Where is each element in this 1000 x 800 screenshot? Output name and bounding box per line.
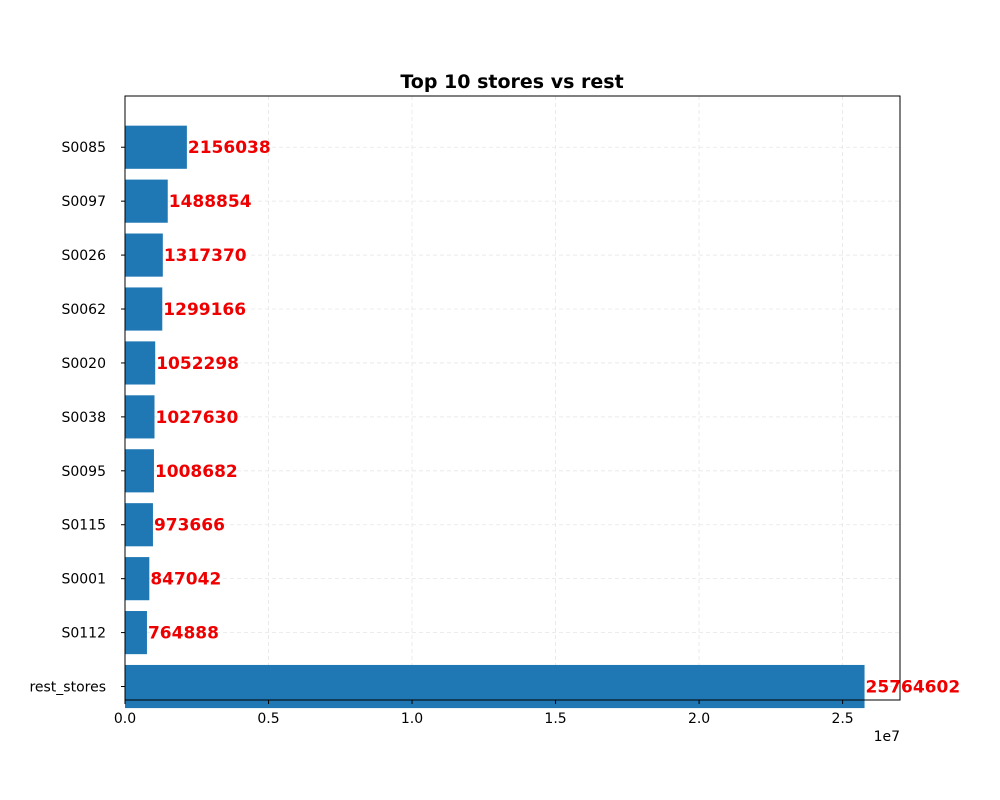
- y-tick-label: S0038: [61, 410, 106, 426]
- data-label: 1317370: [164, 246, 247, 266]
- data-label: 1052298: [156, 354, 239, 374]
- y-tick-label: rest_stores: [29, 680, 106, 696]
- x-tick-label: 0.0: [114, 711, 136, 727]
- y-tick-label: S0020: [61, 356, 106, 372]
- axes: S0085 S0097 S0026 S0062 S0020 S0038 S0095 S0115…: [29, 95, 901, 727]
- x-tick-label: 1.5: [544, 711, 566, 727]
- x-tick-label: 0.5: [257, 711, 279, 727]
- data-label: 973666: [154, 516, 225, 536]
- grid-lines: [124, 96, 900, 700]
- bar-S0062: [125, 287, 163, 331]
- y-tick-label: S0001: [61, 572, 106, 588]
- bar-S0020: [125, 341, 156, 385]
- data-label: 847042: [150, 570, 221, 590]
- y-tick-label: S0115: [61, 518, 106, 534]
- y-tick-label: S0112: [61, 626, 106, 642]
- x-tick-label: 2.5: [831, 711, 853, 727]
- data-label: 1008682: [155, 462, 238, 482]
- data-label: 25764602: [866, 678, 961, 698]
- data-label: 2156038: [188, 138, 271, 158]
- bar-S0115: [125, 503, 153, 547]
- y-tick-label: S0095: [61, 464, 106, 480]
- plot-frame: [124, 95, 901, 701]
- bar-S0001: [125, 557, 150, 601]
- bars: [125, 125, 865, 709]
- bar-S0085: [125, 125, 187, 169]
- x-tick-label: 2.0: [688, 711, 710, 727]
- data-label: 1299166: [163, 300, 246, 320]
- y-tick-label: S0097: [61, 194, 106, 210]
- data-label: 1488854: [169, 192, 252, 212]
- bar-S0097: [125, 179, 168, 223]
- bar-S0038: [125, 395, 155, 439]
- bar-S0112: [125, 611, 147, 655]
- y-tick-label: S0062: [61, 302, 106, 318]
- x-tick-label: 1.0: [401, 711, 423, 727]
- bar-S0026: [125, 233, 163, 277]
- data-label: 764888: [148, 624, 219, 644]
- chart-title: Top 10 stores vs rest: [400, 71, 623, 93]
- y-tick-label: S0085: [61, 140, 106, 156]
- x-axis-offset-label: 1e7: [874, 729, 900, 745]
- y-tick-label: S0026: [61, 248, 106, 264]
- bar-rest_stores: [125, 664, 865, 709]
- data-labels: 2156038 1488854 1317370 1299166 1052298 10276…: [148, 138, 960, 697]
- data-label: 1027630: [155, 408, 238, 428]
- bar-S0095: [125, 449, 154, 493]
